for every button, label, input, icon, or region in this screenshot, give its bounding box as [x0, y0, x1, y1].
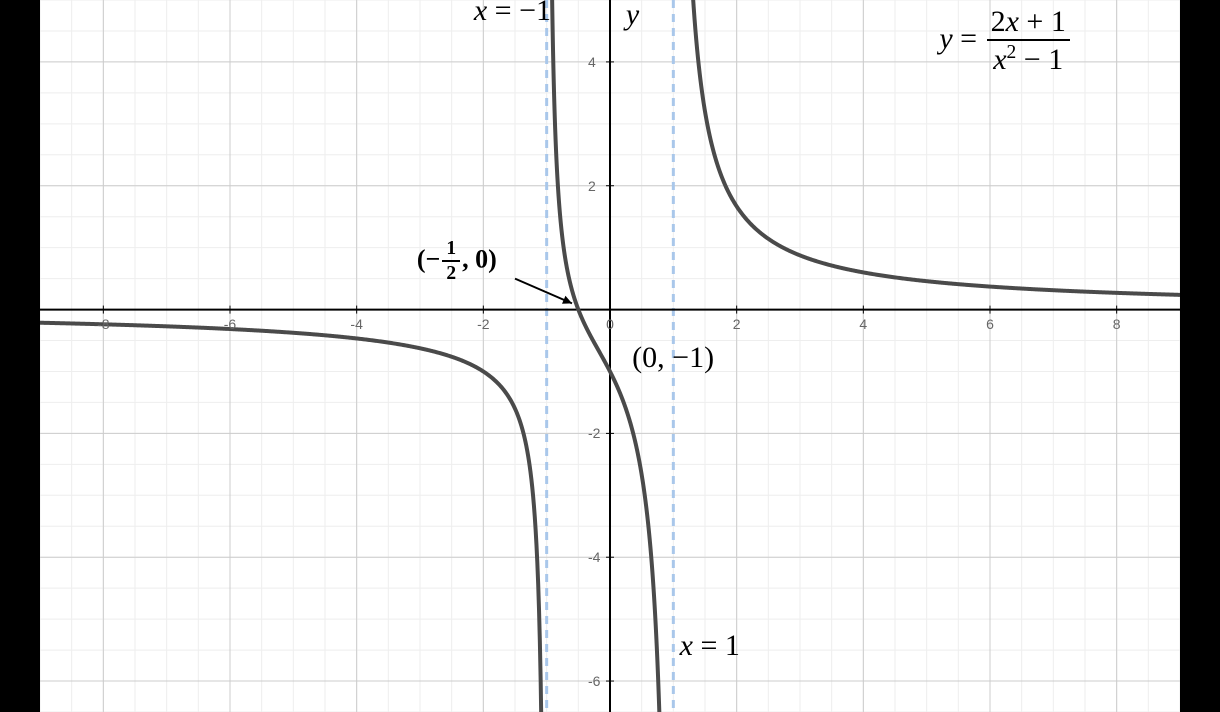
- y-axis-label: y: [626, 0, 639, 32]
- y-tick-label: -2: [588, 425, 600, 441]
- plot-svg: [40, 0, 1180, 712]
- x-tick-label: -2: [477, 316, 489, 332]
- x-tick-label: -6: [224, 316, 236, 332]
- y-intercept-label: (0, −1): [632, 341, 714, 375]
- y-tick-label: 4: [588, 54, 596, 70]
- y-tick-label: -4: [588, 549, 600, 565]
- x-intercept-label: (−12, 0): [417, 239, 497, 284]
- x-tick-label: -8: [97, 316, 109, 332]
- axes: [40, 0, 1180, 712]
- y-tick-label: 2: [588, 178, 596, 194]
- x-tick-label: 8: [1113, 316, 1121, 332]
- x-tick-label: 6: [986, 316, 994, 332]
- x-tick-label: 0: [606, 316, 614, 332]
- asymptote-right-label: x = 1: [680, 629, 740, 663]
- y-tick-label: -6: [588, 673, 600, 689]
- plot-area: -8 -6 -4 -2 0 2 4 6 8 -6 -4 -2 2 4 y x = −1 x = 1 y = 2x …: [40, 0, 1180, 712]
- intercept-arrow: [515, 279, 572, 304]
- x-tick-label: 2: [733, 316, 741, 332]
- asymptote-left-label: x = −1: [474, 0, 551, 28]
- x-tick-label: 4: [859, 316, 867, 332]
- stage: -8 -6 -4 -2 0 2 4 6 8 -6 -4 -2 2 4 y x = −1 x = 1 y = 2x …: [0, 0, 1220, 712]
- x-tick-label: -4: [350, 316, 362, 332]
- equation-label: y = 2x + 1x2 − 1: [939, 7, 1072, 75]
